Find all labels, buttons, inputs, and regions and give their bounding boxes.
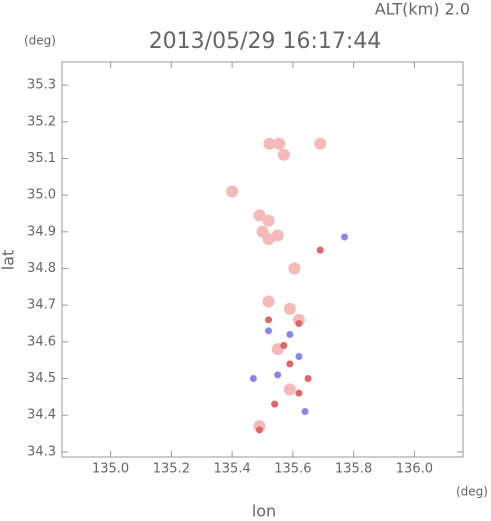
x-tick-label: 135.6 [274,462,311,477]
data-point [316,246,324,254]
data-point [271,400,279,408]
data-point [226,185,239,198]
data-point [341,233,349,241]
y-tick-label: 34.9 [27,224,56,239]
data-point [286,331,294,339]
data-point [249,375,257,383]
y-unit: (deg) [24,34,56,48]
data-point [280,342,288,350]
y-axis-label: lat [0,250,18,271]
data-point [277,148,290,161]
data-point [263,137,276,150]
chart-subtitle: ALT(km) 2.0 [375,0,470,19]
data-point [262,233,275,246]
y-tick-label: 35.3 [27,78,56,93]
data-point [286,360,294,368]
y-tick-label: 34.6 [27,334,56,349]
x-tick-label: 136.0 [396,462,433,477]
data-point [295,389,303,397]
data-point [274,371,282,379]
y-tick-label: 34.8 [27,261,56,276]
chart-title: 2013/05/29 16:17:44 [149,29,382,54]
x-tick-label: 135.0 [92,462,129,477]
y-tick-label: 34.4 [27,408,56,423]
y-tick-label: 34.5 [27,371,56,386]
data-point [255,426,263,434]
data-point [295,319,303,327]
data-point [304,375,312,383]
x-tick-label: 135.2 [153,462,190,477]
x-axis-label: lon [252,502,276,521]
y-tick-label: 35.1 [27,151,56,166]
plot-frame [61,61,464,458]
y-tick-label: 35.2 [27,114,56,129]
x-tick-label: 135.8 [335,462,372,477]
data-point [301,408,309,416]
data-point [283,302,296,315]
data-point [265,327,273,335]
x-tick-label: 135.4 [214,462,251,477]
data-point [265,316,273,324]
data-point [262,295,275,308]
data-point [283,383,296,396]
x-unit: (deg) [456,485,488,499]
data-point [295,353,303,361]
y-tick-label: 35.0 [27,188,56,203]
data-point [262,214,275,227]
data-point [271,229,284,242]
data-point [314,137,327,150]
y-tick-label: 34.7 [27,298,56,313]
y-tick-label: 34.3 [27,444,56,459]
data-point [273,137,286,150]
data-point [288,262,301,275]
data-point [253,209,266,222]
